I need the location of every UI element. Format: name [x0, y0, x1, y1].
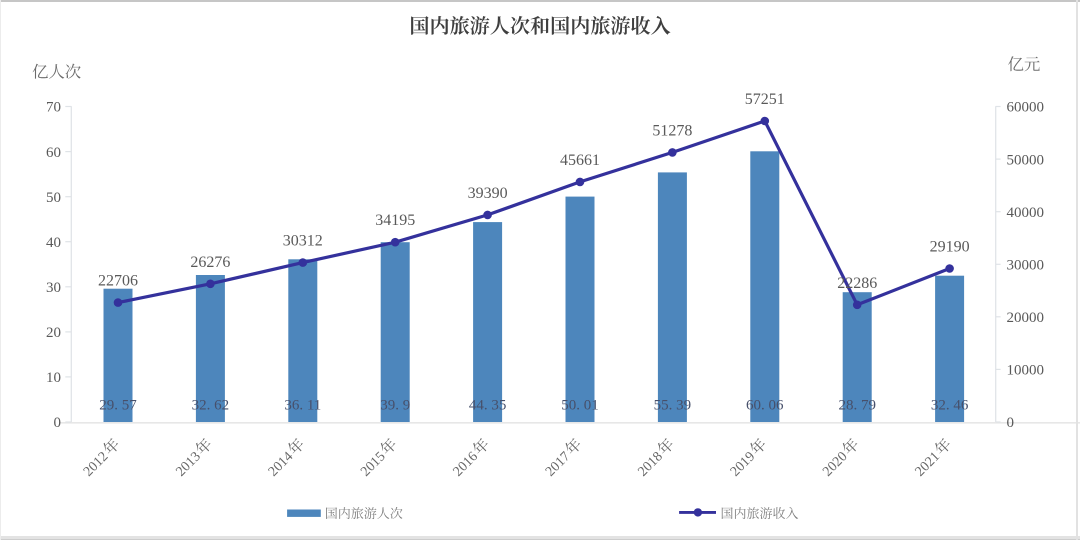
svg-text:30000: 30000 [1007, 258, 1045, 274]
svg-text:10: 10 [46, 370, 61, 386]
svg-text:70: 70 [46, 100, 61, 116]
svg-text:50. 01: 50. 01 [561, 397, 599, 413]
svg-text:55. 39: 55. 39 [654, 397, 692, 413]
svg-text:50000: 50000 [1007, 152, 1045, 168]
svg-text:22706: 22706 [98, 273, 138, 290]
svg-text:29. 57: 29. 57 [99, 397, 137, 413]
svg-text:39390: 39390 [468, 185, 508, 202]
svg-text:2020: 2020 [820, 449, 850, 479]
svg-text:60: 60 [46, 145, 61, 161]
svg-text:2015: 2015 [358, 449, 388, 479]
svg-text:40000: 40000 [1007, 205, 1045, 221]
svg-text:2021: 2021 [913, 449, 943, 479]
svg-text:45661: 45661 [560, 152, 600, 169]
svg-text:32. 46: 32. 46 [931, 397, 969, 413]
svg-text:50: 50 [46, 190, 61, 206]
svg-text:60. 06: 60. 06 [746, 397, 784, 413]
svg-text:20000: 20000 [1007, 310, 1045, 326]
svg-text:57251: 57251 [745, 91, 785, 108]
svg-text:2013: 2013 [173, 449, 203, 479]
svg-text:44. 35: 44. 35 [469, 397, 507, 413]
svg-text:26276: 26276 [190, 254, 230, 271]
svg-text:2019: 2019 [728, 449, 758, 479]
svg-text:28. 79: 28. 79 [838, 397, 876, 413]
svg-text:22286: 22286 [837, 275, 877, 292]
svg-text:2014: 2014 [266, 449, 296, 479]
svg-text:36. 11: 36. 11 [284, 397, 321, 413]
svg-text:2018: 2018 [635, 449, 665, 479]
svg-text:20: 20 [46, 325, 61, 341]
svg-text:40: 40 [46, 235, 61, 251]
svg-text:34195: 34195 [375, 212, 415, 229]
svg-text:51278: 51278 [652, 122, 692, 139]
svg-text:39. 9: 39. 9 [380, 397, 410, 413]
svg-text:0: 0 [54, 415, 62, 431]
svg-text:2012: 2012 [81, 449, 111, 479]
svg-text:2016: 2016 [451, 449, 481, 479]
svg-text:60000: 60000 [1007, 100, 1045, 116]
svg-text:0: 0 [1007, 415, 1015, 431]
svg-text:29190: 29190 [930, 239, 970, 256]
svg-text:10000: 10000 [1007, 363, 1045, 379]
svg-text:2017: 2017 [543, 449, 573, 479]
svg-text:30312: 30312 [283, 233, 323, 250]
svg-text:32. 62: 32. 62 [192, 397, 230, 413]
svg-text:30: 30 [46, 280, 61, 296]
